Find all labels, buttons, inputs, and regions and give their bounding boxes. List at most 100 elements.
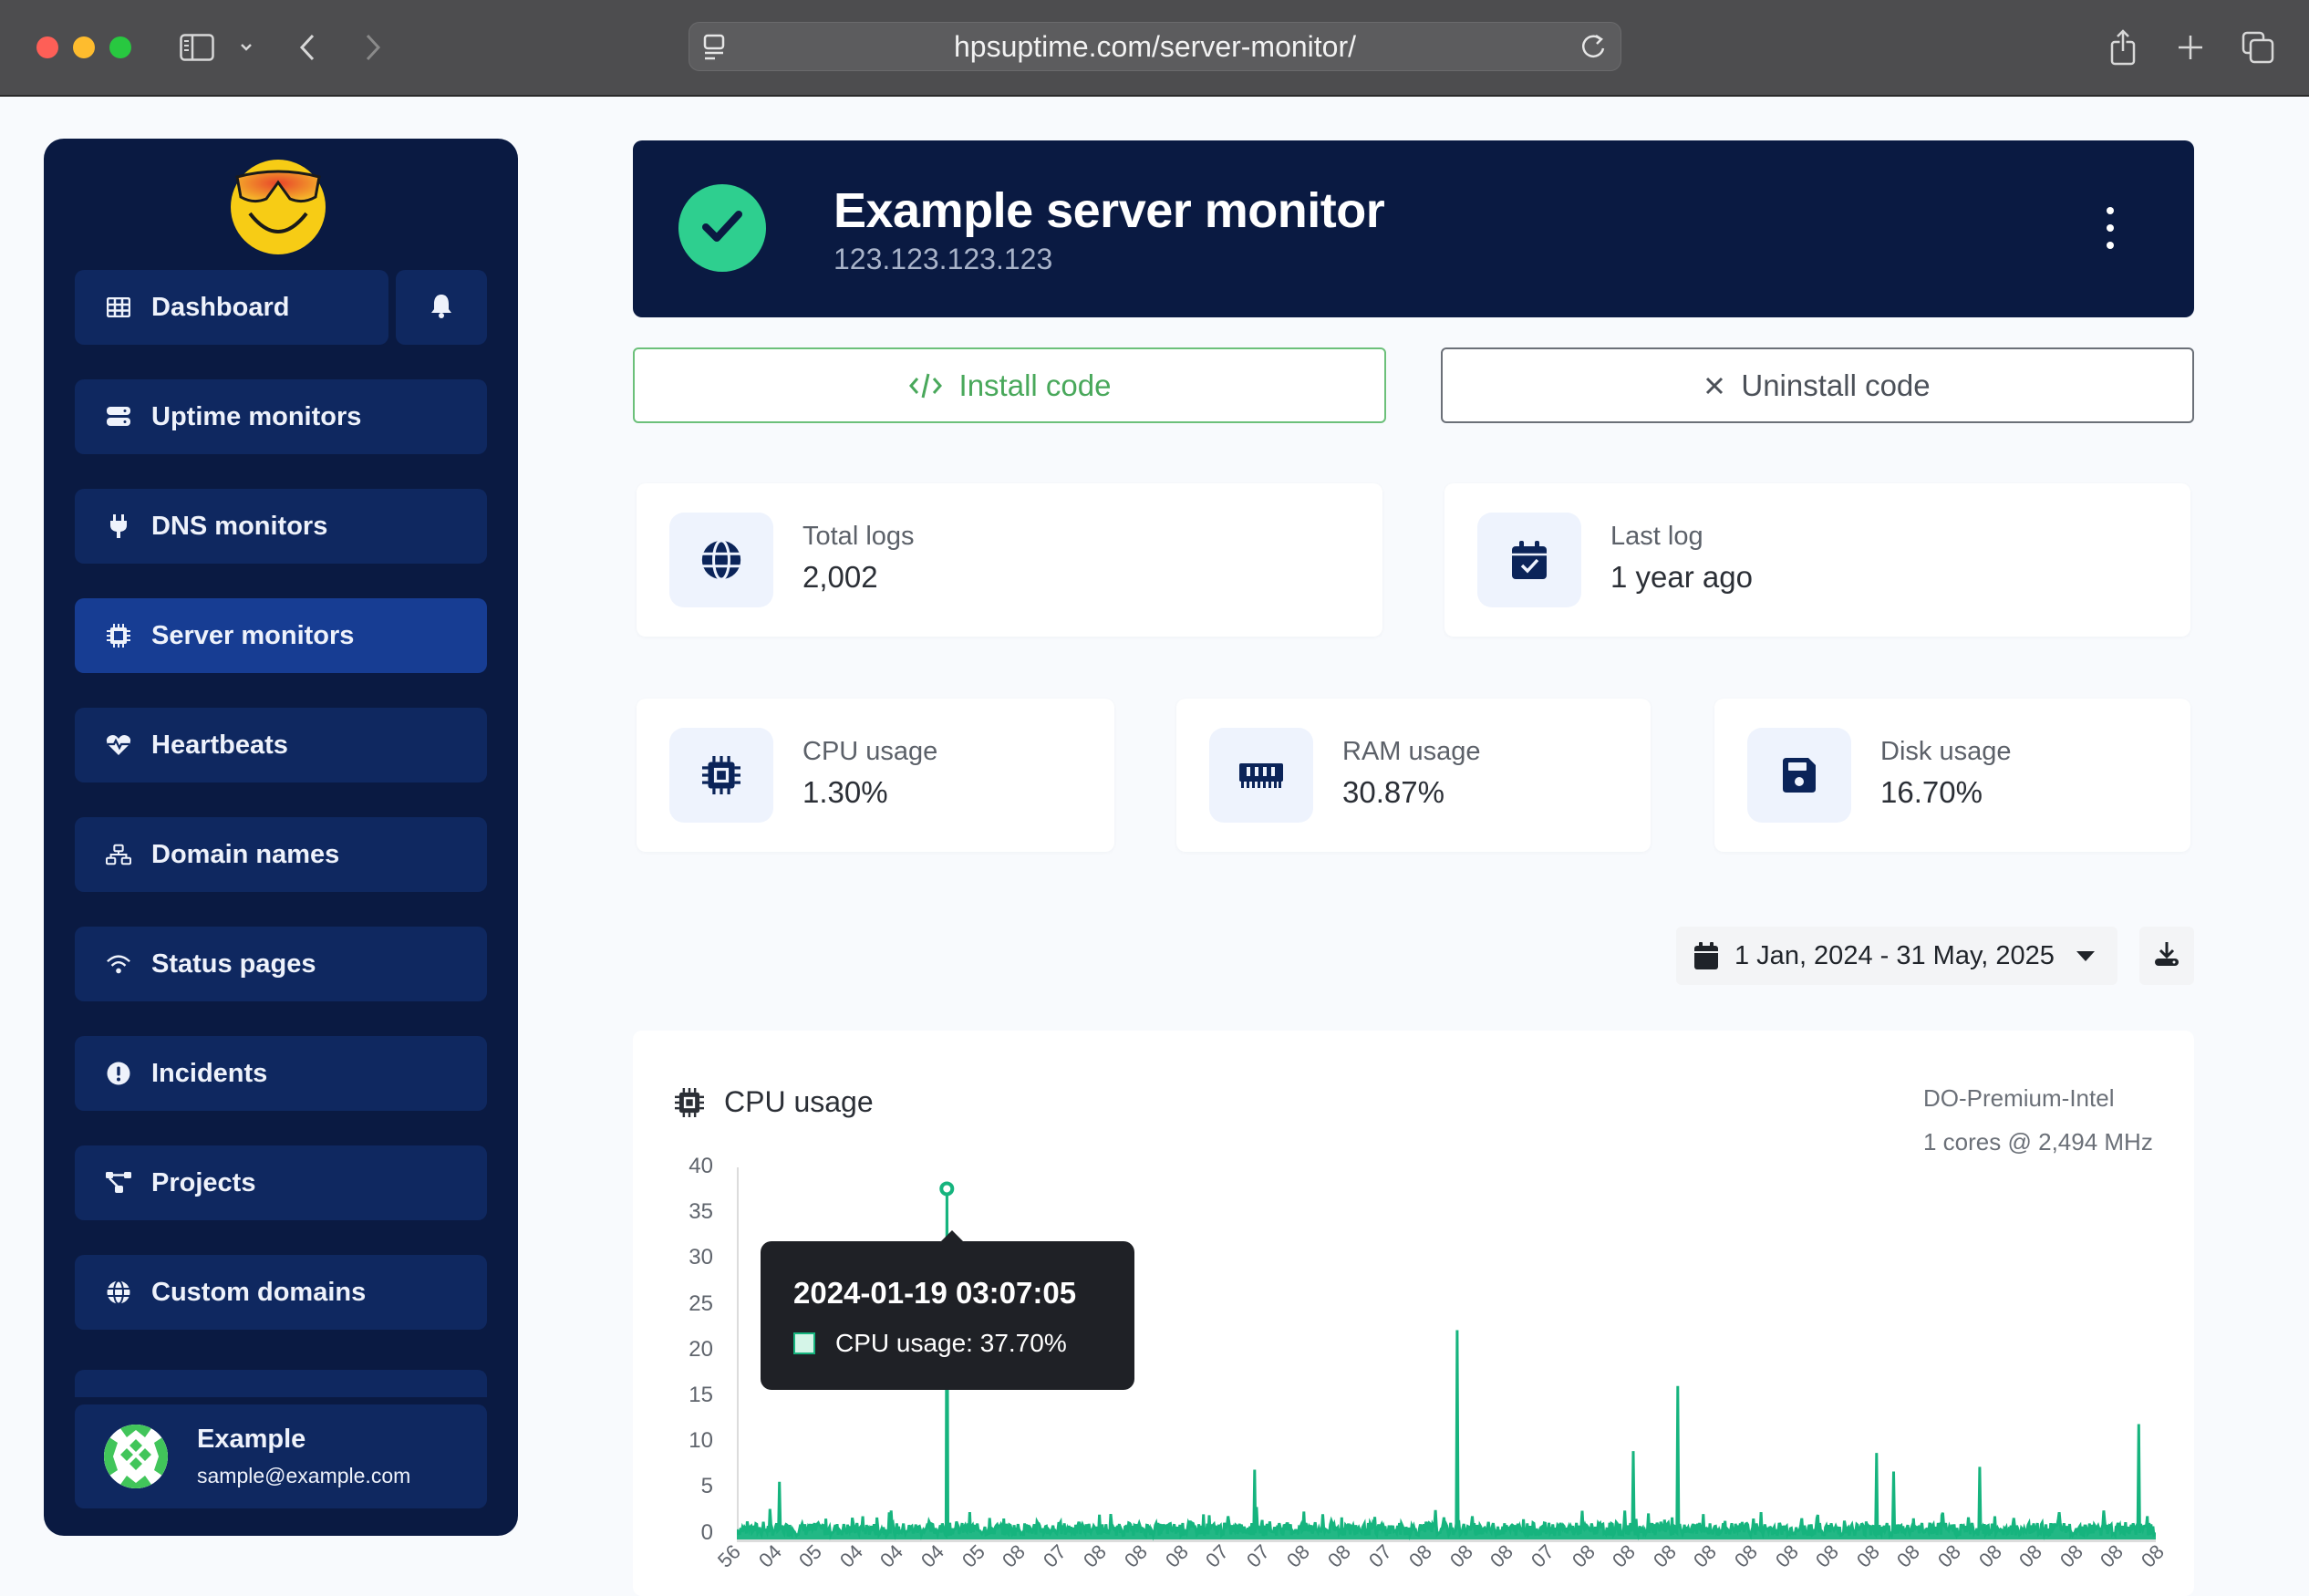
sidebar-item-uptime-monitors[interactable]: Uptime monitors bbox=[75, 379, 487, 454]
calendar-icon bbox=[1694, 942, 1718, 969]
x-tick: 08 bbox=[1973, 1539, 2006, 1572]
x-tick: 08 bbox=[1486, 1539, 1518, 1572]
sidebar-item-status-pages[interactable]: Status pages bbox=[75, 927, 487, 1001]
bell-icon bbox=[430, 293, 453, 323]
download-icon bbox=[2155, 941, 2179, 971]
notifications-button[interactable] bbox=[396, 270, 487, 345]
tabs-overview-icon[interactable] bbox=[2240, 27, 2276, 67]
sidebar-item-projects[interactable]: Projects bbox=[75, 1145, 487, 1220]
stat-disk-usage: Disk usage 16.70% bbox=[1714, 699, 2190, 852]
stat-last-log: Last log 1 year ago bbox=[1444, 483, 2190, 637]
x-tick: 08 bbox=[1648, 1539, 1681, 1572]
diagram-project-icon bbox=[106, 1170, 131, 1196]
sidebar-toggle-icon[interactable] bbox=[177, 27, 217, 67]
sitemap-icon bbox=[106, 842, 131, 867]
heart-pulse-icon bbox=[106, 732, 131, 758]
cpu-line-series[interactable] bbox=[737, 1167, 2156, 1541]
y-tick: 0 bbox=[700, 1520, 713, 1545]
close-window-button[interactable] bbox=[36, 36, 58, 58]
status-ok-badge bbox=[678, 184, 766, 272]
site-settings-icon[interactable] bbox=[702, 34, 726, 68]
x-axis bbox=[737, 1539, 2156, 1542]
stat-value: 2,002 bbox=[802, 560, 878, 594]
x-tick: 04 bbox=[875, 1539, 908, 1572]
check-icon bbox=[701, 208, 743, 249]
globe-icon bbox=[669, 513, 773, 607]
stat-total-logs: Total logs 2,002 bbox=[637, 483, 1382, 637]
sidebar-item-custom-domains[interactable]: Custom domains bbox=[75, 1255, 487, 1330]
x-tick: 08 bbox=[1770, 1539, 1803, 1572]
sidebar-item-incidents[interactable]: Incidents bbox=[75, 1036, 487, 1111]
sidebar-item-label: Incidents bbox=[151, 1058, 268, 1088]
x-tick: 07 bbox=[1241, 1539, 1274, 1572]
smiley-sunglasses-logo[interactable] bbox=[230, 159, 326, 255]
sidebar-item-server-monitors[interactable]: Server monitors bbox=[75, 598, 487, 673]
monitor-header: Example server monitor 123.123.123.123 bbox=[633, 140, 2194, 317]
cpu-cores: 1 cores @ 2,494 MHz bbox=[1923, 1128, 2153, 1156]
address-bar[interactable]: hpsuptime.com/server-monitor/ bbox=[689, 22, 1621, 71]
sidebar-item-dashboard[interactable]: Dashboard bbox=[75, 270, 388, 345]
browser-toolbar: hpsuptime.com/server-monitor/ bbox=[0, 0, 2309, 97]
forward-icon[interactable] bbox=[359, 27, 387, 67]
x-tick: 56 bbox=[713, 1539, 745, 1572]
x-tick: 08 bbox=[1404, 1539, 1437, 1572]
date-range-picker[interactable]: 1 Jan, 2024 - 31 May, 2025 bbox=[1676, 927, 2117, 985]
exclamation-circle-icon bbox=[106, 1061, 131, 1086]
more-options-icon[interactable] bbox=[2099, 202, 2121, 254]
user-profile[interactable]: Example sample@example.com bbox=[75, 1404, 487, 1508]
x-tick: 07 bbox=[1527, 1539, 1558, 1572]
globe-icon bbox=[106, 1280, 131, 1305]
share-icon[interactable] bbox=[2107, 27, 2139, 67]
reload-icon[interactable] bbox=[1580, 32, 1608, 70]
y-tick: 15 bbox=[689, 1383, 713, 1407]
x-tick: 08 bbox=[1933, 1539, 1965, 1572]
y-tick: 10 bbox=[689, 1428, 713, 1453]
stat-label: Disk usage bbox=[1880, 737, 2012, 766]
download-button[interactable] bbox=[2139, 927, 2194, 985]
y-tick: 35 bbox=[689, 1199, 713, 1224]
x-tick: 08 bbox=[2014, 1539, 2047, 1572]
x-tick: 08 bbox=[1689, 1539, 1722, 1572]
x-tick: 07 bbox=[1038, 1539, 1071, 1572]
stat-label: CPU usage bbox=[802, 737, 938, 766]
y-tick: 40 bbox=[689, 1154, 713, 1178]
microchip-icon bbox=[106, 623, 131, 648]
stat-cpu-usage: CPU usage 1.30% bbox=[637, 699, 1114, 852]
series-swatch bbox=[793, 1332, 815, 1354]
sidebar-hidden-item bbox=[75, 1370, 487, 1397]
new-tab-icon[interactable] bbox=[2174, 27, 2207, 67]
y-tick: 20 bbox=[689, 1337, 713, 1362]
sidebar-item-heartbeats[interactable]: Heartbeats bbox=[75, 708, 487, 782]
user-name: Example bbox=[197, 1425, 306, 1454]
chevron-down-icon[interactable] bbox=[235, 27, 257, 67]
maximize-window-button[interactable] bbox=[109, 36, 131, 58]
stat-ram-usage: RAM usage 30.87% bbox=[1176, 699, 1651, 852]
grid-icon bbox=[106, 295, 131, 320]
back-icon[interactable] bbox=[294, 27, 321, 67]
uninstall-code-label: Uninstall code bbox=[1741, 368, 1931, 402]
sidebar-item-label: Dashboard bbox=[151, 292, 290, 322]
cpu-usage-chart: CPU usage DO-Premium-Intel 1 cores @ 2,4… bbox=[633, 1031, 2194, 1596]
x-tick: 04 bbox=[916, 1539, 948, 1572]
chart-tooltip: 2024-01-19 03:07:05 CPU usage: 37.70% bbox=[761, 1230, 1134, 1390]
sidebar-item-label: Custom domains bbox=[151, 1277, 367, 1307]
install-code-button[interactable]: Install code bbox=[633, 347, 1386, 423]
stat-label: Total logs bbox=[802, 522, 915, 551]
url-text: hpsuptime.com/server-monitor/ bbox=[953, 29, 1357, 63]
minimize-window-button[interactable] bbox=[73, 36, 95, 58]
x-tick: 08 bbox=[1282, 1539, 1315, 1572]
y-tick: 25 bbox=[689, 1291, 713, 1316]
install-code-label: Install code bbox=[958, 368, 1112, 402]
x-tick: 07 bbox=[1363, 1539, 1396, 1572]
plug-icon bbox=[106, 513, 131, 539]
y-axis bbox=[737, 1167, 739, 1539]
cpu-model: DO-Premium-Intel bbox=[1923, 1084, 2115, 1112]
uninstall-code-button[interactable]: Uninstall code bbox=[1441, 347, 2194, 423]
x-tick: 08 bbox=[2096, 1539, 2128, 1572]
sidebar-item-domain-names[interactable]: Domain names bbox=[75, 817, 487, 892]
sidebar-item-label: Status pages bbox=[151, 948, 316, 979]
chart-title-label: CPU usage bbox=[724, 1085, 874, 1118]
sidebar-item-dns-monitors[interactable]: DNS monitors bbox=[75, 489, 487, 564]
tooltip-row: CPU usage: 37.70% bbox=[793, 1329, 1067, 1358]
x-tick: 08 bbox=[2137, 1539, 2169, 1572]
